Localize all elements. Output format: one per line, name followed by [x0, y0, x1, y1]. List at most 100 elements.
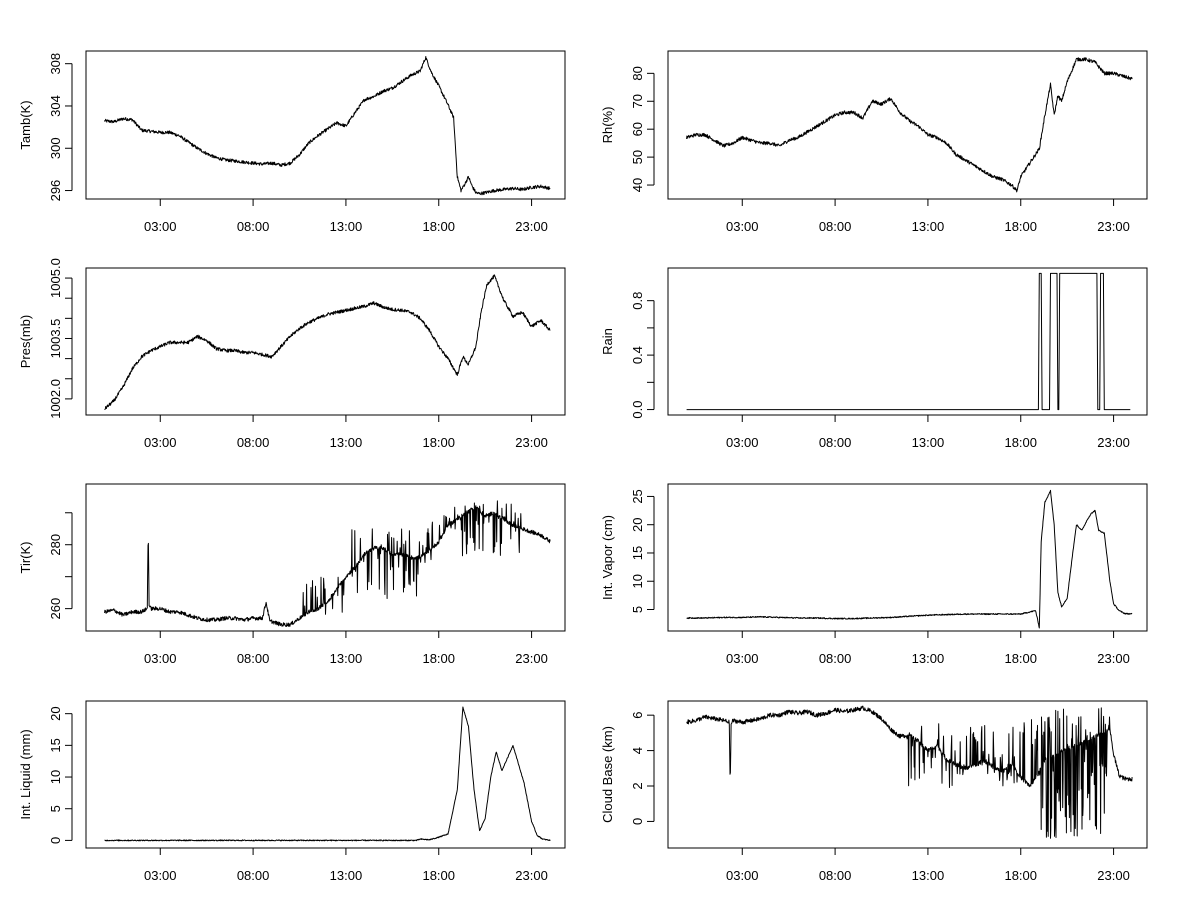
x-tick-label: 08:00	[819, 868, 852, 883]
plot-frame	[85, 700, 566, 849]
plot-frame	[667, 50, 1148, 200]
x-tick-label: 03:00	[726, 868, 759, 883]
x-tick-label: 13:00	[912, 868, 945, 883]
y-tick-label: 260	[48, 598, 63, 620]
y-axis-label: Rh(%)	[600, 107, 615, 144]
y-tick-label: 70	[630, 94, 645, 108]
x-tick-label: 08:00	[819, 435, 852, 450]
x-tick-label: 08:00	[819, 219, 852, 234]
y-tick-label: 4	[630, 747, 645, 754]
y-axis-label: Tir(K)	[18, 541, 33, 573]
series-line	[104, 706, 551, 842]
plot-frame	[667, 267, 1148, 416]
chart-panel: 03:00 08:00 13:00 18:00 23:00 0 2 4 6 Cloud Base …	[600, 700, 1148, 883]
y-tick-label: 304	[48, 95, 63, 117]
chart-panel: 03:00 08:00 13:00 18:00 23:00 0 5 10 15 20 Int. Li…	[18, 700, 566, 883]
y-tick-label: 20	[48, 706, 63, 720]
y-axis-label: Rain	[600, 328, 615, 355]
x-tick-label: 08:00	[237, 868, 270, 883]
y-tick-label: 1003.5	[48, 319, 63, 359]
y-axis-label: Cloud Base (km)	[600, 726, 615, 823]
x-tick-label: 13:00	[912, 651, 945, 666]
y-tick-label: 0	[630, 818, 645, 825]
y-tick-label: 50	[630, 150, 645, 164]
x-tick-label: 08:00	[237, 435, 270, 450]
x-tick-label: 13:00	[330, 651, 363, 666]
chart-panel: 03:00 08:00 13:00 18:00 23:00 0.0 0.4 0.8 Rain	[600, 267, 1148, 450]
y-tick-label: 300	[48, 137, 63, 159]
y-tick-label: 60	[630, 122, 645, 136]
series-line	[104, 56, 551, 196]
series-line	[686, 272, 1131, 411]
y-tick-label: 2	[630, 782, 645, 789]
y-tick-label: 15	[630, 546, 645, 560]
y-axis-label: Tamb(K)	[18, 100, 33, 149]
x-tick-label: 13:00	[330, 868, 363, 883]
x-tick-label: 23:00	[515, 651, 548, 666]
plot-frame	[85, 483, 566, 632]
x-tick-label: 23:00	[515, 868, 548, 883]
x-tick-label: 18:00	[1004, 219, 1037, 234]
y-tick-label: 0.8	[630, 292, 645, 310]
y-axis-label: Int. Liquid (mm)	[18, 729, 33, 819]
plot-frame	[667, 700, 1148, 849]
series-line	[686, 489, 1133, 629]
x-tick-label: 23:00	[1097, 435, 1130, 450]
plot-frame	[667, 483, 1148, 632]
x-tick-label: 03:00	[144, 219, 177, 234]
chart-panel: 03:00 08:00 13:00 18:00 23:00 260 280 Tir(K)	[18, 483, 566, 666]
series-line	[104, 500, 551, 627]
y-tick-label: 308	[48, 53, 63, 75]
y-tick-label: 25	[630, 489, 645, 503]
x-tick-label: 18:00	[1004, 435, 1037, 450]
x-tick-label: 18:00	[422, 435, 455, 450]
chart-panel: 03:00 08:00 13:00 18:00 23:00 296 300 304 308 Tam…	[18, 50, 566, 234]
series-line	[104, 274, 551, 410]
y-tick-label: 5	[630, 606, 645, 613]
y-tick-label: 296	[48, 180, 63, 202]
y-tick-label: 10	[630, 574, 645, 588]
y-tick-label: 10	[48, 770, 63, 784]
x-tick-label: 18:00	[1004, 868, 1037, 883]
series-line	[686, 57, 1133, 193]
x-tick-label: 23:00	[1097, 219, 1130, 234]
y-tick-label: 20	[630, 517, 645, 531]
x-tick-label: 03:00	[144, 435, 177, 450]
y-tick-label: 0.0	[630, 401, 645, 419]
x-tick-label: 13:00	[912, 435, 945, 450]
y-axis-label: Pres(mb)	[18, 315, 33, 368]
x-tick-label: 03:00	[144, 651, 177, 666]
y-axis-label: Int. Vapor (cm)	[600, 515, 615, 600]
plot-frame	[85, 50, 566, 200]
y-tick-label: 6	[630, 712, 645, 719]
y-tick-label: 80	[630, 66, 645, 80]
y-tick-label: 1005.0	[48, 258, 63, 298]
y-tick-label: 0	[48, 837, 63, 844]
x-tick-label: 13:00	[330, 219, 363, 234]
chart-panel: 03:00 08:00 13:00 18:00 23:00 40 50 60 70 80 Rh(%)	[600, 50, 1148, 234]
plot-frame	[85, 267, 566, 416]
chart-panel: 03:00 08:00 13:00 18:00 23:00 1002.0 1003.5 100…	[18, 258, 566, 450]
y-tick-label: 1002.0	[48, 379, 63, 419]
x-tick-label: 08:00	[237, 219, 270, 234]
y-tick-label: 15	[48, 738, 63, 752]
x-tick-label: 18:00	[422, 651, 455, 666]
y-tick-label: 280	[48, 534, 63, 556]
x-tick-label: 23:00	[1097, 651, 1130, 666]
x-tick-label: 18:00	[1004, 651, 1037, 666]
x-tick-label: 23:00	[515, 219, 548, 234]
y-tick-label: 40	[630, 178, 645, 192]
x-tick-label: 18:00	[422, 868, 455, 883]
x-tick-label: 08:00	[819, 651, 852, 666]
x-tick-label: 03:00	[726, 651, 759, 666]
chart-panel: 03:00 08:00 13:00 18:00 23:00 5 10 15 20 25 Int. V…	[600, 483, 1148, 666]
x-tick-label: 03:00	[726, 219, 759, 234]
x-tick-label: 18:00	[422, 219, 455, 234]
y-tick-label: 5	[48, 805, 63, 812]
x-tick-label: 13:00	[330, 435, 363, 450]
x-tick-label: 23:00	[515, 435, 548, 450]
x-tick-label: 03:00	[726, 435, 759, 450]
x-tick-label: 03:00	[144, 868, 177, 883]
x-tick-label: 13:00	[912, 219, 945, 234]
